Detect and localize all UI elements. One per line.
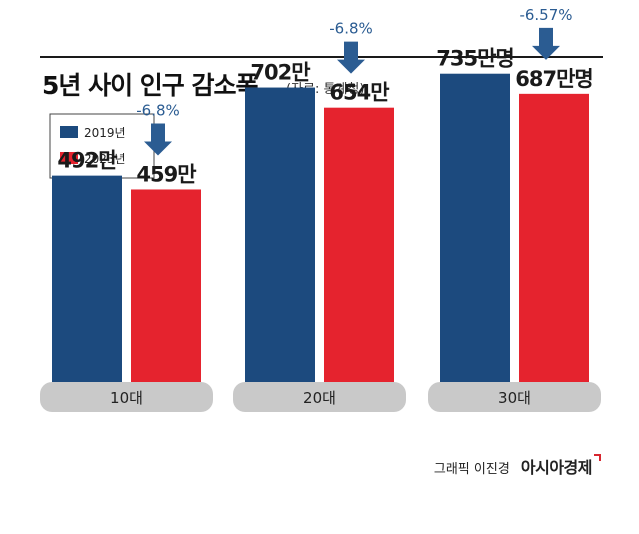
change-label-1: -6.8%	[329, 20, 373, 38]
category-pill-1	[233, 382, 406, 412]
value-label-2019-0: 492만	[57, 149, 117, 173]
category-pill-0	[40, 382, 213, 412]
bar-2019-1	[245, 87, 315, 383]
top-rule	[40, 56, 603, 58]
change-label-2: -6.57%	[519, 6, 572, 24]
category-label-0: 10대	[110, 389, 143, 407]
legend-label-1: 2023년	[84, 152, 126, 166]
down-arrow-icon	[532, 27, 560, 60]
bar-2023-1	[324, 107, 394, 382]
legend-swatch-0	[60, 126, 78, 138]
chart-title: 5년 사이 인구 감소폭	[42, 71, 259, 100]
graphic-credit: 그래픽 이진경	[433, 462, 510, 477]
bar-2023-2	[519, 93, 589, 382]
value-label-2023-1: 654만	[329, 81, 389, 105]
down-arrow-icon	[337, 41, 365, 74]
value-label-2023-2: 687만명	[515, 67, 592, 91]
bar-2019-2	[440, 73, 510, 383]
value-label-2019-2: 735만명	[436, 47, 513, 71]
down-arrow-icon	[144, 123, 172, 156]
category-label-2: 30대	[498, 389, 531, 407]
value-label-2023-0: 459만	[136, 162, 196, 186]
category-label-1: 20대	[303, 389, 336, 407]
credit-line: 그래픽 이진경 아시아경제	[434, 454, 601, 478]
legend-box	[49, 113, 155, 179]
brand-mark-icon	[594, 454, 601, 461]
legend-swatch-1	[60, 152, 78, 164]
bar-2023-0	[131, 189, 201, 382]
bar-2019-0	[52, 175, 122, 382]
category-pill-2	[428, 382, 601, 412]
legend-label-0: 2019년	[84, 126, 126, 140]
brand-logo-text: 아시아경제	[520, 458, 593, 477]
change-label-0: -6.8%	[136, 101, 180, 119]
value-label-2019-1: 702만	[250, 61, 310, 85]
